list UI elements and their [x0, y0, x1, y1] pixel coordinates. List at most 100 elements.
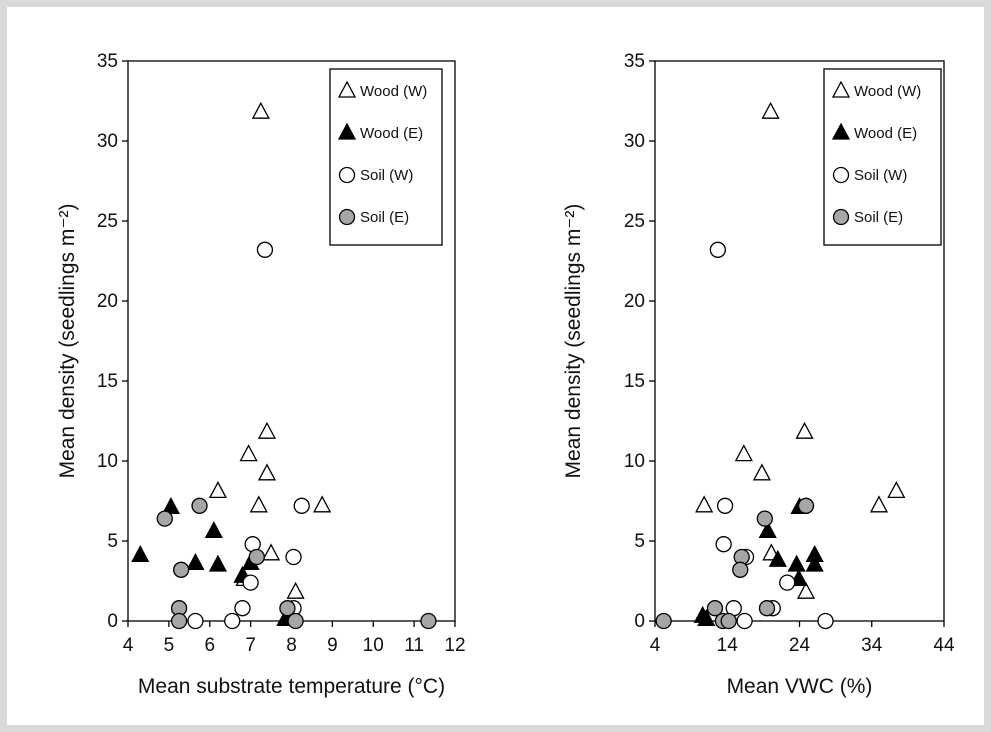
y-tick-label: 0 — [634, 611, 645, 632]
data-point — [293, 497, 310, 514]
data-point — [752, 463, 772, 481]
y-tick-label: 10 — [624, 451, 645, 472]
legend-marker — [831, 122, 851, 140]
legend-marker — [832, 166, 850, 184]
data-point — [170, 612, 188, 630]
y-tick-label: 20 — [97, 291, 118, 312]
data-point — [716, 497, 734, 514]
data-point — [795, 421, 814, 439]
x-tick-label: 12 — [444, 635, 465, 656]
y-tick-label: 20 — [624, 291, 645, 312]
data-point — [287, 612, 304, 630]
data-point — [224, 612, 241, 630]
data-point — [204, 521, 223, 539]
y-tick-label: 15 — [624, 371, 645, 392]
chart-panel-2: 0 5 10 15 20 25 30 35 4 14 24 34 44 Mean VWC (%) Mean … — [562, 51, 955, 698]
x-tick-label: 4 — [123, 635, 134, 656]
data-point — [787, 554, 806, 572]
legend-label: Soil (W) — [360, 167, 413, 184]
data-point — [715, 536, 732, 553]
legend-marker — [832, 208, 850, 226]
y-tick-label: 25 — [624, 211, 645, 232]
data-point — [172, 561, 190, 578]
y-tick-label: 30 — [97, 131, 118, 152]
data-point — [779, 574, 796, 591]
x-tick-label: 24 — [789, 635, 811, 656]
series-triangle-filled — [131, 497, 295, 627]
x-axis-title: Mean substrate temperature (°C) — [138, 675, 445, 698]
y-tick-label: 30 — [624, 131, 645, 152]
series-triangle-filled — [693, 497, 824, 627]
x-tick-label: 6 — [204, 635, 215, 656]
data-point — [239, 444, 258, 462]
legend-marker — [338, 208, 356, 226]
x-tick-label: 14 — [717, 635, 739, 656]
x-tick-label: 34 — [861, 635, 883, 656]
legend: Wood (W) Wood (E) Soil (W) Soil (E) — [329, 68, 443, 246]
x-tick-label: 11 — [404, 635, 424, 656]
data-point — [796, 581, 816, 599]
legend-marker — [831, 80, 851, 98]
data-point — [261, 543, 281, 561]
data-point — [736, 612, 753, 630]
data-point — [187, 612, 204, 630]
data-point — [257, 421, 277, 439]
legend: Wood (W) Wood (E) Soil (W) Soil (E) — [823, 68, 942, 246]
x-tick-label: 8 — [286, 635, 297, 656]
data-point — [758, 600, 776, 617]
data-point — [156, 510, 173, 527]
legend-label: Wood (W) — [854, 83, 921, 100]
data-point — [697, 609, 716, 627]
data-point — [720, 612, 737, 630]
legend-label: Wood (W) — [360, 83, 427, 100]
y-axis-title: Mean density (seedlings m⁻²) — [562, 204, 585, 479]
chart-panel-1: 0 5 10 15 20 25 30 35 4 5 6 7 8 9 10 11 12 Mean substrate… — [56, 51, 466, 698]
x-tick-label: 7 — [245, 635, 256, 656]
data-point — [756, 510, 773, 527]
legend-marker — [338, 166, 356, 184]
x-axis-title: Mean VWC (%) — [727, 675, 873, 698]
data-point — [869, 495, 889, 513]
x-tick-label: 44 — [933, 635, 955, 656]
legend-label: Soil (W) — [854, 167, 907, 184]
series-triangle-open — [695, 101, 906, 599]
data-point — [251, 101, 270, 119]
series-triangle-open — [208, 101, 332, 599]
data-point — [186, 553, 205, 571]
data-point — [805, 554, 824, 572]
y-tick-label: 35 — [624, 51, 645, 72]
y-tick-label: 5 — [634, 531, 645, 552]
y-axis-title: Mean density (seedlings m⁻²) — [56, 204, 79, 479]
x-tick-label: 5 — [164, 635, 175, 656]
data-point — [208, 481, 228, 499]
data-point — [768, 549, 787, 567]
data-point — [279, 600, 296, 617]
x-tick-label: 9 — [327, 635, 338, 656]
data-point — [248, 548, 265, 566]
data-point — [655, 612, 672, 630]
legend-label: Soil (E) — [360, 209, 409, 226]
y-tick-label: 0 — [107, 611, 118, 632]
legend-label: Wood (E) — [854, 125, 917, 142]
data-point — [285, 548, 302, 566]
data-point — [732, 561, 749, 578]
data-point — [256, 241, 274, 258]
x-tick-label: 10 — [363, 635, 384, 656]
data-point — [797, 497, 815, 514]
data-point — [249, 495, 268, 513]
data-point — [208, 554, 228, 572]
legend-label: Wood (E) — [360, 125, 423, 142]
data-point — [191, 497, 208, 514]
data-point — [706, 600, 724, 617]
y-tick-label: 15 — [97, 371, 118, 392]
data-point — [286, 581, 305, 599]
data-point — [887, 481, 906, 499]
legend-marker — [337, 80, 357, 98]
y-tick-label: 25 — [97, 211, 118, 232]
series-circle-grey — [655, 497, 815, 630]
y-tick-label: 5 — [107, 531, 118, 552]
data-point — [131, 545, 150, 563]
series-circle-open — [187, 241, 310, 630]
series-circle-open — [709, 241, 834, 630]
